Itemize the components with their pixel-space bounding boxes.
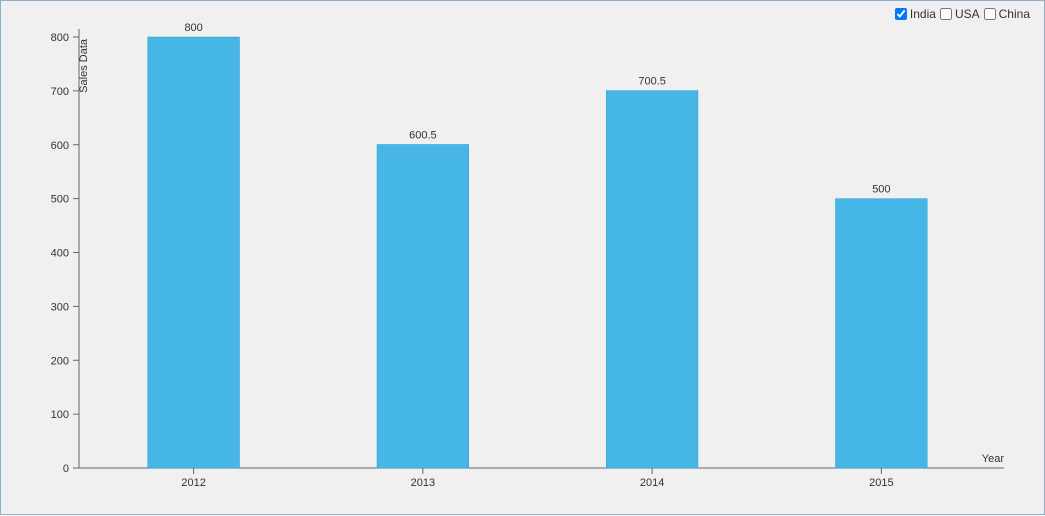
bar[interactable] [148,37,240,468]
y-tick-label: 100 [51,409,69,421]
x-axis-label: Year [982,453,1005,465]
bar-value-label: 500 [872,184,890,196]
sales-bar-chart: 0 100 200 300 400 500 600 700 800 2012 2013 2014 201… [1,1,1045,516]
x-tick-label: 2013 [411,477,435,489]
y-tick-label: 400 [51,248,69,260]
x-tick-label: 2012 [181,477,205,489]
x-tick-label: 2015 [869,477,893,489]
bar[interactable] [606,91,698,468]
bar[interactable] [377,144,469,468]
bar-value-label: 600.5 [409,129,437,141]
y-tick-label: 800 [51,32,69,44]
y-tick-label: 0 [63,463,69,475]
bar-value-label: 700.5 [638,76,666,88]
y-axis-label: Sales Data [78,38,90,93]
y-tick-label: 500 [51,194,69,206]
bar-value-label: 800 [184,22,202,34]
y-tick-label: 300 [51,301,69,313]
y-tick-label: 600 [51,140,69,152]
bar[interactable] [836,199,928,468]
x-tick-label: 2014 [640,477,664,489]
chart-page: India USA China 010020030040050060070080… [0,0,1045,515]
y-tick-label: 700 [51,86,69,98]
y-tick-label: 200 [51,355,69,367]
